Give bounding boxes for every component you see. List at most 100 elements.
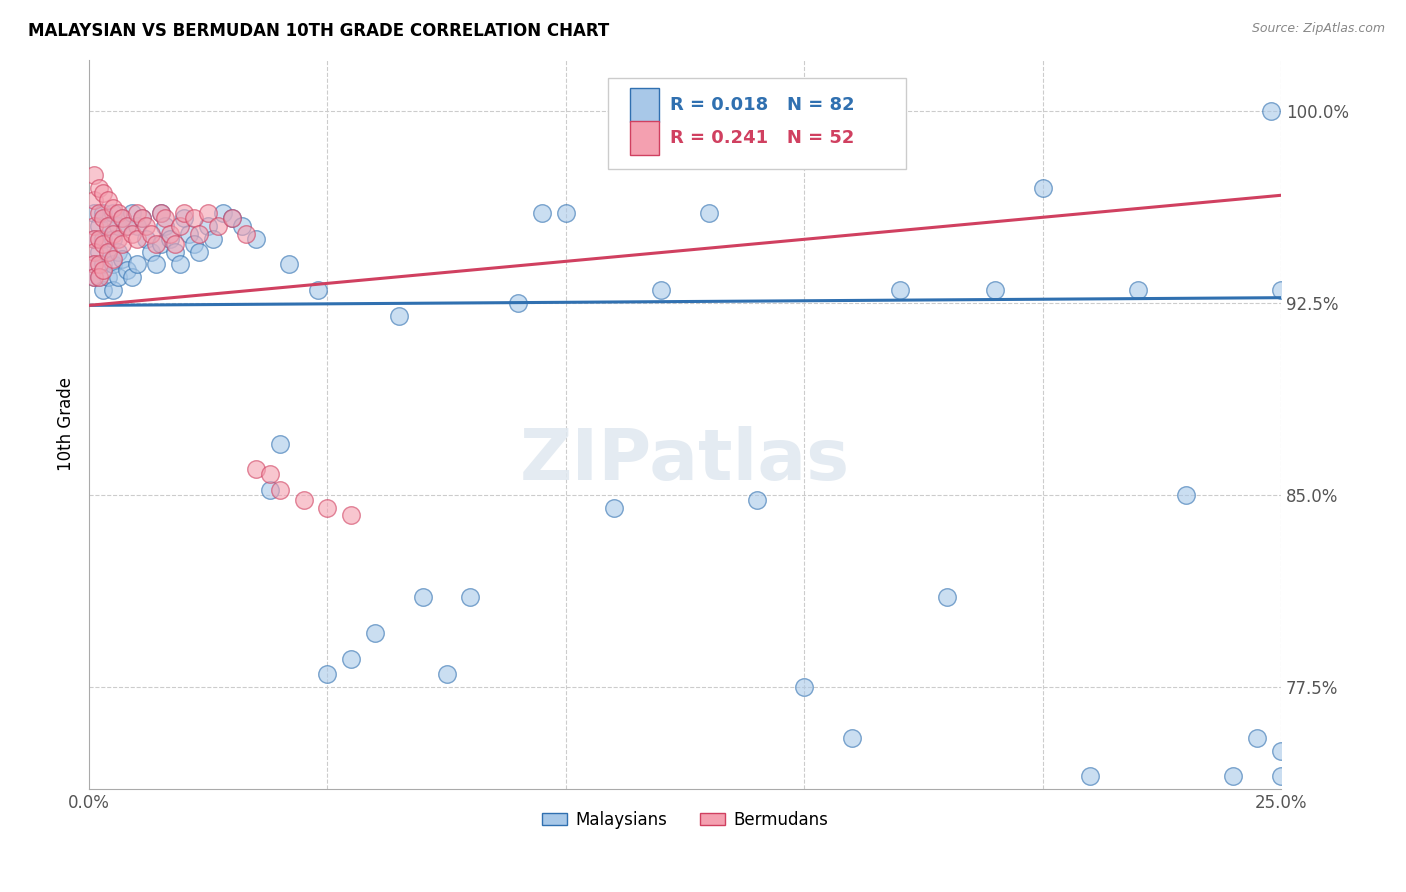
Point: [984, 283, 1007, 297]
Point: [173, 206, 195, 220]
Point: [107, 244, 129, 259]
Text: ZIPatlas: ZIPatlas: [520, 426, 851, 495]
Point: [83, 270, 105, 285]
Point: [139, 227, 162, 241]
Point: [436, 667, 458, 681]
Point: [83, 232, 105, 246]
Point: [1260, 103, 1282, 118]
Point: [87, 270, 110, 285]
Point: [145, 257, 167, 271]
Point: [460, 591, 482, 605]
Point: [169, 219, 191, 233]
Point: [221, 211, 243, 226]
Point: [87, 232, 110, 246]
Point: [183, 211, 205, 226]
Point: [316, 667, 339, 681]
Point: [93, 232, 115, 246]
Point: [259, 467, 281, 482]
Point: [115, 262, 138, 277]
Point: [101, 257, 124, 271]
Point: [316, 500, 339, 515]
Point: [97, 194, 120, 208]
Point: [159, 232, 181, 246]
Point: [197, 219, 219, 233]
Point: [101, 283, 124, 297]
Point: [83, 206, 105, 220]
Point: [111, 252, 134, 267]
Point: [179, 227, 201, 241]
Point: [1270, 769, 1292, 783]
Point: [197, 206, 219, 220]
Point: [259, 483, 281, 497]
Point: [101, 252, 124, 267]
Point: [111, 211, 134, 226]
Point: [155, 219, 177, 233]
Point: [412, 591, 434, 605]
Point: [131, 211, 153, 226]
Point: [1078, 769, 1101, 783]
Point: [121, 270, 143, 285]
Point: [602, 500, 624, 515]
Point: [221, 211, 243, 226]
Point: [83, 194, 105, 208]
Point: [97, 244, 120, 259]
Point: [121, 206, 143, 220]
Point: [101, 227, 124, 241]
Point: [93, 186, 115, 200]
Point: [97, 270, 120, 285]
Legend: Malaysians, Bermudans: Malaysians, Bermudans: [534, 805, 835, 836]
Point: [187, 244, 209, 259]
Point: [278, 257, 301, 271]
Point: [83, 257, 105, 271]
Point: [93, 257, 115, 271]
Point: [1174, 488, 1197, 502]
Point: [83, 257, 105, 271]
Point: [83, 168, 105, 182]
Point: [207, 219, 229, 233]
Point: [745, 492, 768, 507]
Point: [139, 244, 162, 259]
Point: [87, 206, 110, 220]
Point: [340, 651, 363, 665]
Point: [169, 257, 191, 271]
Point: [121, 227, 143, 241]
Point: [101, 232, 124, 246]
Point: [235, 227, 257, 241]
Point: [83, 219, 105, 233]
Point: [889, 283, 911, 297]
Point: [554, 206, 576, 220]
Point: [1222, 769, 1244, 783]
Point: [307, 283, 329, 297]
Point: [149, 206, 172, 220]
Point: [97, 219, 120, 233]
Point: [364, 626, 387, 640]
Point: [87, 270, 110, 285]
Point: [107, 206, 129, 220]
Point: [187, 227, 209, 241]
Text: MALAYSIAN VS BERMUDAN 10TH GRADE CORRELATION CHART: MALAYSIAN VS BERMUDAN 10TH GRADE CORRELA…: [28, 22, 609, 40]
Point: [83, 244, 105, 259]
Point: [292, 492, 315, 507]
Y-axis label: 10th Grade: 10th Grade: [58, 377, 75, 471]
Point: [87, 219, 110, 233]
Point: [145, 236, 167, 251]
Point: [159, 227, 181, 241]
Point: [115, 219, 138, 233]
Point: [101, 206, 124, 220]
Point: [388, 309, 411, 323]
Point: [87, 257, 110, 271]
Point: [650, 283, 672, 297]
Point: [841, 731, 863, 745]
Point: [936, 591, 959, 605]
Point: [87, 180, 110, 194]
Point: [101, 201, 124, 215]
Point: [93, 236, 115, 251]
Point: [125, 219, 148, 233]
Point: [111, 236, 134, 251]
Point: [149, 206, 172, 220]
Point: [697, 206, 720, 220]
Text: R = 0.018   N = 82: R = 0.018 N = 82: [669, 96, 853, 114]
Point: [1270, 744, 1292, 758]
Point: [163, 236, 186, 251]
Point: [1032, 180, 1054, 194]
